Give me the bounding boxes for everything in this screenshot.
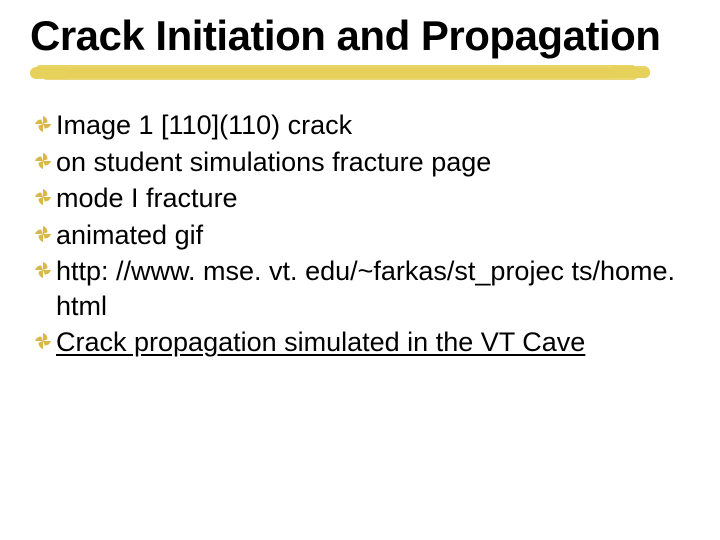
pinwheel-icon xyxy=(34,325,56,350)
pinwheel-icon xyxy=(34,108,56,133)
pinwheel-icon xyxy=(34,254,56,279)
bullet-item: mode I fracture xyxy=(34,181,690,216)
bullet-item: Crack propagation simulated in the VT Ca… xyxy=(34,325,690,360)
bullet-text: animated gif xyxy=(56,218,203,253)
bullet-link-text[interactable]: Crack propagation simulated in the VT Ca… xyxy=(56,325,585,360)
bullet-text: Image 1 [110](110) crack xyxy=(56,108,352,143)
bullet-item: http: //www. mse. vt. edu/~farkas/st_pro… xyxy=(34,254,690,323)
pinwheel-icon xyxy=(34,181,56,206)
title-underline xyxy=(30,64,690,82)
pinwheel-icon xyxy=(34,188,52,206)
pinwheel-icon xyxy=(34,218,56,243)
bullet-text: mode I fracture xyxy=(56,181,238,216)
bullet-text: on student simulations fracture page xyxy=(56,145,491,180)
pinwheel-icon xyxy=(34,332,52,350)
bullet-item: on student simulations fracture page xyxy=(34,145,690,180)
bullet-text: http: //www. mse. vt. edu/~farkas/st_pro… xyxy=(56,254,690,323)
slide-title: Crack Initiation and Propagation xyxy=(30,14,690,58)
bullet-list: Image 1 [110](110) crack on student simu… xyxy=(30,108,690,360)
bullet-item: Image 1 [110](110) crack xyxy=(34,108,690,143)
pinwheel-icon xyxy=(34,152,52,170)
pinwheel-icon xyxy=(34,261,52,279)
pinwheel-icon xyxy=(34,145,56,170)
pinwheel-icon xyxy=(34,225,52,243)
slide-container: Crack Initiation and Propagation Image 1… xyxy=(0,0,720,540)
pinwheel-icon xyxy=(34,115,52,133)
bullet-item: animated gif xyxy=(34,218,690,253)
